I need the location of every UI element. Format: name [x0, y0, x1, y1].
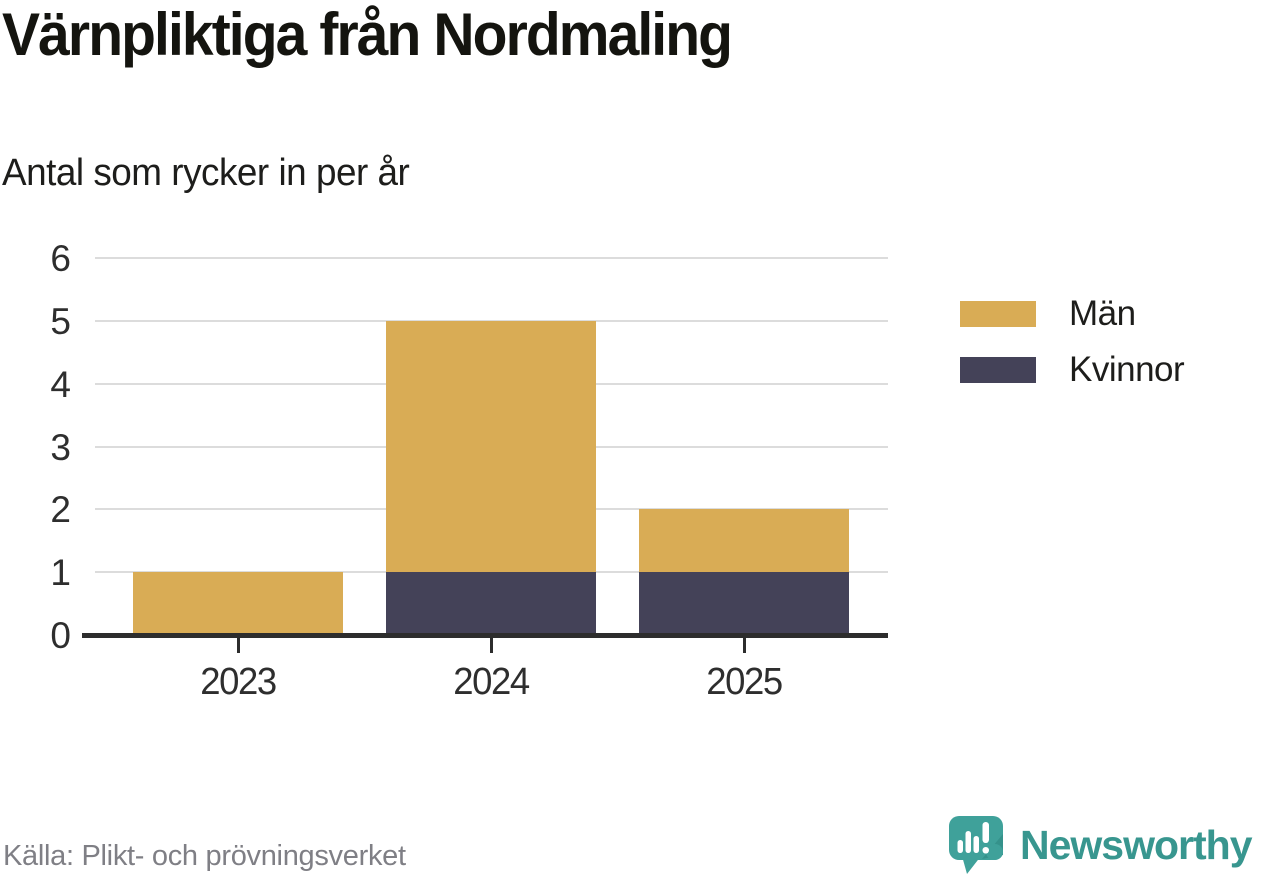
newsworthy-logo-icon	[949, 816, 1003, 874]
x-tick-2023	[236, 638, 240, 653]
bar-segment-2024-kvinnor	[386, 572, 596, 635]
y-axis-label-1: 1	[50, 552, 71, 594]
legend-label-women: Kvinnor	[1069, 350, 1185, 389]
newsworthy-logo: Newsworthy	[946, 814, 1252, 876]
y-axis-label-0: 0	[50, 615, 71, 656]
legend-item-women: Kvinnor	[960, 350, 1185, 389]
y-axis-label-3: 3	[50, 426, 71, 468]
y-axis-label-4: 4	[50, 363, 71, 405]
legend-label-men: Män	[1069, 294, 1136, 333]
y-axis-label-5: 5	[50, 300, 71, 342]
y-axis-label-2: 2	[50, 489, 71, 531]
bar-segment-2024-män	[386, 320, 596, 573]
x-axis-label-2025: 2025	[706, 661, 783, 703]
newsworthy-wordmark: Newsworthy	[1020, 822, 1252, 868]
chart-subtitle: Antal som rycker in per år	[2, 152, 410, 194]
gridline-y6	[95, 257, 888, 259]
bar-segment-2025-män	[639, 509, 849, 573]
x-axis-line	[82, 633, 888, 638]
legend-swatch-women	[960, 357, 1036, 383]
bar-segment-2025-kvinnor	[639, 572, 849, 635]
legend-swatch-men	[960, 301, 1036, 327]
y-axis-label-6: 6	[50, 238, 71, 279]
bar-segment-2023-män	[133, 572, 343, 635]
x-axis-label-2023: 2023	[200, 661, 277, 703]
legend-item-men: Män	[960, 294, 1184, 333]
x-tick-2025	[742, 638, 746, 653]
legend: Män Kvinnor	[960, 294, 1185, 408]
page-title: Värnpliktiga från Nordmaling	[2, 1, 733, 68]
source-text: Källa: Plikt- och prövningsverket	[3, 840, 406, 872]
x-tick-2024	[489, 638, 493, 653]
x-axis-label-2024: 2024	[453, 661, 530, 703]
